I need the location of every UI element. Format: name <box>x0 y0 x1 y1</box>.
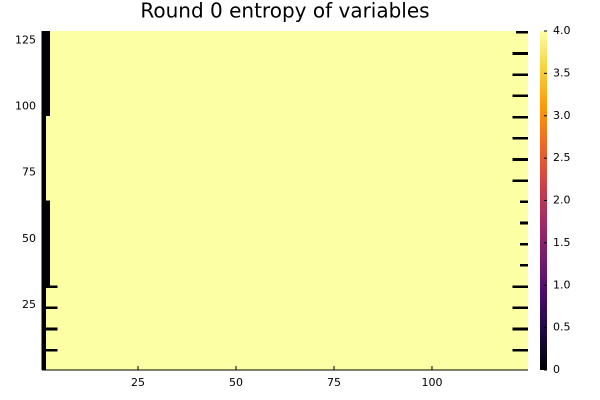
heatmap-cell <box>512 348 528 352</box>
colorbar-tick-label: 2.5 <box>553 151 571 164</box>
heatmap-cell <box>516 31 528 34</box>
y-tick-label: 125 <box>15 33 36 46</box>
heatmap-cell <box>512 158 528 161</box>
heatmap-cell <box>520 264 528 267</box>
y-tick-label: 25 <box>22 298 36 311</box>
heatmap-cell <box>520 221 528 225</box>
x-tick-label: 50 <box>229 376 243 389</box>
heatmap-cell <box>512 94 528 98</box>
colorbar-tick-label: 3.5 <box>553 66 571 79</box>
x-tick-label: 75 <box>327 376 341 389</box>
colorbar-tick-label: 2.0 <box>553 194 571 207</box>
heatmap-cell <box>512 52 528 55</box>
heatmap-cell <box>512 179 528 182</box>
colorbar <box>540 31 547 370</box>
y-tick-label: 50 <box>22 232 36 245</box>
y-tick-label: 75 <box>22 166 36 179</box>
colorbar-tick-label: 0.5 <box>553 321 571 334</box>
heatmap-cell <box>512 73 528 77</box>
heatmap-cell <box>42 348 58 352</box>
heatmap-cell <box>512 327 528 331</box>
heatmap-cell <box>42 285 58 288</box>
colorbar-tick-label: 3.0 <box>553 109 571 122</box>
colorbar-tick-label: 1.0 <box>553 278 571 291</box>
colorbar-tick-label: 4.0 <box>553 24 571 37</box>
y-tick-label: 100 <box>15 99 36 112</box>
heatmap-cell <box>42 327 58 331</box>
heatmap-cell <box>512 115 528 119</box>
colorbar-tick-label: 1.5 <box>553 236 571 249</box>
heatmap-cell <box>42 306 58 310</box>
heatmap-cell <box>42 115 46 201</box>
chart-title: Round 0 entropy of variables <box>140 0 429 23</box>
heatmap-cell <box>42 200 50 286</box>
heatmap-cell <box>520 242 528 246</box>
x-tick-label: 100 <box>421 376 442 389</box>
heatmap-cell <box>520 200 528 204</box>
colorbar-tick-label: 0 <box>553 363 560 376</box>
heatmap-cell <box>512 306 528 310</box>
heatmap-cell <box>512 136 528 140</box>
heatmap-cell <box>42 31 528 370</box>
heatmap-cell <box>42 31 50 116</box>
heatmap-cell <box>512 285 528 288</box>
x-tick-label: 25 <box>131 376 145 389</box>
